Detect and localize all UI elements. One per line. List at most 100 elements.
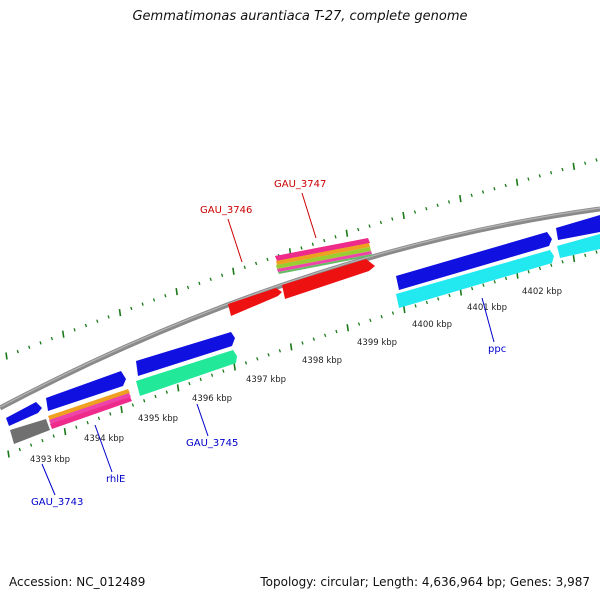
gene-feature[interactable]: [282, 259, 375, 299]
minor-tick: [301, 341, 304, 345]
minor-tick: [266, 257, 269, 262]
minor-tick: [527, 177, 530, 181]
gene-feature-gau-3745[interactable]: [136, 350, 237, 396]
minor-tick: [96, 319, 99, 323]
gene-feature-rhle[interactable]: [48, 389, 130, 421]
major-tick: [7, 450, 10, 458]
major-tick: [572, 162, 576, 170]
major-tick: [61, 330, 65, 338]
minor-tick: [141, 302, 144, 306]
minor-tick: [73, 328, 76, 332]
gene-feature[interactable]: [556, 215, 600, 240]
gene-label[interactable]: GAU_3746: [200, 205, 252, 216]
minor-tick: [368, 224, 371, 228]
gene-labels: GAU_3746 GAU_3747 GAU_3743 rhlE GAU_3745 ppc: [31, 179, 506, 508]
scale-label: 4399 kbp: [357, 338, 397, 348]
gene-feature[interactable]: [277, 251, 372, 272]
gene-feature[interactable]: [46, 371, 126, 411]
minor-tick: [493, 280, 496, 284]
genome-backbone: [0, 206, 600, 411]
gene-feature[interactable]: [136, 332, 235, 376]
gene-feature[interactable]: [275, 238, 370, 261]
scale-label: 4395 kbp: [138, 414, 178, 424]
major-tick: [175, 287, 178, 296]
minor-tick: [143, 399, 146, 403]
minor-tick: [164, 294, 167, 298]
scale-label: 4398 kbp: [302, 356, 342, 366]
minor-tick: [357, 322, 361, 326]
minor-tick: [210, 373, 214, 377]
gene-feature[interactable]: [557, 234, 600, 258]
forward-strand-features: [228, 238, 375, 316]
minor-tick: [369, 318, 372, 323]
gene-feature[interactable]: [49, 393, 131, 425]
minor-tick: [448, 293, 451, 298]
major-tick: [345, 229, 349, 237]
major-tick: [176, 384, 180, 392]
gene-feature[interactable]: [6, 402, 42, 426]
gene-label-leader: [196, 403, 209, 437]
minor-tick: [254, 261, 258, 266]
minor-tick: [131, 403, 135, 407]
minor-tick: [391, 217, 394, 221]
minor-tick: [504, 276, 508, 281]
gene-feature-gau-3743[interactable]: [10, 419, 50, 444]
gene-label[interactable]: rhlE: [106, 474, 125, 485]
minor-tick: [550, 263, 553, 267]
minor-tick: [188, 381, 191, 386]
minor-tick: [481, 190, 485, 194]
gene-label-leader: [41, 463, 56, 496]
gene-label[interactable]: ppc: [488, 344, 506, 355]
minor-tick: [538, 174, 541, 178]
minor-tick: [186, 285, 190, 290]
minor-tick: [256, 357, 259, 361]
map-title: Gemmatimonas aurantiaca T-27, complete g…: [132, 9, 468, 24]
major-tick: [346, 324, 350, 332]
gene-feature[interactable]: [276, 243, 370, 265]
minor-tick: [278, 349, 282, 353]
major-tick: [402, 211, 405, 220]
major-tick: [459, 194, 462, 203]
outer-tick-marks: [5, 158, 598, 360]
minor-tick: [41, 438, 44, 443]
gene-feature[interactable]: [276, 247, 371, 269]
gene-label[interactable]: GAU_3743: [31, 497, 83, 508]
scale-label: 4401 kbp: [467, 303, 507, 313]
minor-tick: [584, 253, 587, 257]
scale-label: 4396 kbp: [192, 394, 232, 404]
major-tick: [572, 254, 576, 263]
minor-tick: [16, 349, 19, 354]
major-tick: [118, 309, 122, 317]
gene-feature-gau-3746[interactable]: [228, 288, 282, 316]
gene-feature[interactable]: [278, 254, 372, 274]
gene-feature[interactable]: [50, 397, 132, 429]
scale-label: 4393 kbp: [30, 455, 70, 465]
minor-tick: [323, 333, 327, 338]
minor-tick: [437, 297, 440, 301]
minor-tick: [199, 377, 202, 382]
genome-backbone-highlight: [0, 207, 600, 408]
minor-tick: [154, 394, 157, 399]
minor-tick: [470, 193, 473, 197]
gene-label[interactable]: GAU_3745: [186, 438, 238, 449]
major-tick: [289, 343, 293, 351]
gene-label[interactable]: GAU_3747: [274, 179, 326, 190]
scale-label: 4400 kbp: [412, 320, 452, 330]
minor-tick: [312, 337, 315, 341]
major-tick: [5, 352, 8, 360]
minor-tick: [470, 286, 474, 291]
minor-tick: [335, 329, 338, 334]
minor-tick: [300, 246, 303, 250]
minor-tick: [86, 420, 89, 425]
major-tick: [63, 427, 67, 436]
minor-tick: [97, 416, 101, 420]
minor-tick: [482, 283, 485, 287]
gene-feature[interactable]: [396, 232, 552, 290]
minor-tick: [28, 345, 31, 349]
minor-tick: [165, 390, 168, 394]
minor-tick: [413, 210, 417, 214]
minor-tick: [493, 187, 496, 191]
gene-feature-ppc[interactable]: [396, 250, 554, 308]
minor-tick: [425, 300, 429, 305]
